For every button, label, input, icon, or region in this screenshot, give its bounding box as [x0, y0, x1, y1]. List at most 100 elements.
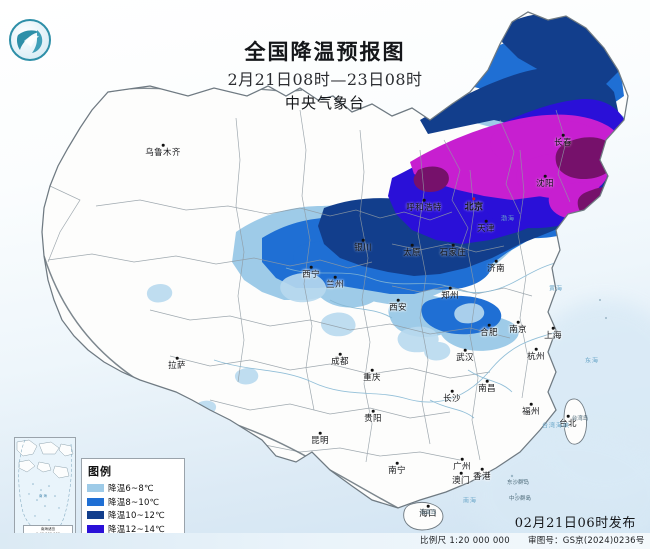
island-label-taiwan-island: 台湾岛 [571, 416, 589, 422]
legend-item: 降温8~10℃ [87, 496, 179, 508]
city-label-hefei: 合肥 [480, 328, 498, 338]
city-label-shijiazhuang: 石家庄 [439, 248, 467, 258]
city-marker-wuhan [463, 348, 467, 352]
legend-item: 降温12~14℃ [87, 523, 179, 535]
south-china-sea-inset: 南 海 南海诸岛 1:40 000 000 [14, 437, 76, 541]
city-label-taiyuan: 太原 [403, 248, 421, 258]
city-marker-chongqing [370, 368, 374, 372]
city-marker-shijiazhuang [451, 243, 455, 247]
city-marker-nanchang [485, 379, 489, 383]
city-label-tianjin: 天津 [477, 224, 495, 234]
city-marker-macau [459, 471, 463, 475]
city-label-hongkong: 香港 [473, 472, 491, 482]
city-marker-shanghai [551, 326, 555, 330]
city-label-xian: 西安 [389, 303, 407, 313]
city-marker-shenyang [543, 174, 547, 178]
city-label-chengdu: 成都 [331, 357, 349, 367]
city-label-hangzhou: 杭州 [527, 352, 545, 362]
island-label-hainan-island: 海南岛 [419, 510, 437, 516]
city-label-chongqing: 重庆 [363, 373, 381, 383]
city-marker-lanzhou [333, 275, 337, 279]
legend-swatch [87, 511, 104, 519]
city-marker-yinchuan [361, 238, 365, 242]
sea-label-bohai-sea: 渤海 [500, 215, 516, 223]
city-marker-nanning [395, 461, 399, 465]
city-label-beijing: 北京 [464, 202, 484, 213]
approval-number: 审图号：GS京(2024)0236号 [528, 536, 645, 546]
city-marker-guangzhou [460, 457, 464, 461]
city-marker-fuzhou [529, 402, 533, 406]
issue-time: 02月21日06时发布 [514, 516, 636, 531]
sea-label-south-china-sea: 南海 [462, 497, 478, 505]
city-label-nanjing: 南京 [509, 325, 527, 335]
legend-label: 降温10~12℃ [108, 511, 165, 521]
city-marker-hohhot [422, 198, 426, 202]
sea-label-taiwan-strait: 台湾海峡 [541, 422, 571, 430]
legend-item: 降温10~12℃ [87, 509, 179, 521]
city-marker-chengdu [338, 352, 342, 356]
inset-scale-title: 南海诸岛 [40, 527, 56, 532]
city-label-xining: 西宁 [302, 270, 320, 280]
city-label-guangzhou: 广州 [453, 462, 471, 472]
city-marker-kunming [318, 431, 322, 435]
map-scale: 比例尺 1:20 000 000 [420, 536, 510, 546]
city-label-lhasa: 拉萨 [168, 361, 186, 371]
city-label-fuzhou: 福州 [522, 407, 540, 417]
inset-sea-label: 南 海 [39, 494, 47, 498]
legend-title: 图例 [88, 465, 112, 478]
legend-swatch [87, 484, 104, 492]
city-marker-taipei [566, 414, 570, 418]
city-marker-changsha [450, 389, 454, 393]
city-label-haikou: 海口 [419, 509, 437, 519]
city-label-jinan: 济南 [487, 264, 505, 274]
city-marker-tianjin [484, 219, 488, 223]
city-marker-hangzhou [534, 347, 538, 351]
city-label-shanghai: 上海 [544, 331, 562, 341]
sea-label-yellow-sea: 黄海 [548, 285, 564, 293]
legend-label: 降温8~10℃ [108, 497, 160, 508]
city-marker-nanjing [516, 320, 520, 324]
city-label-changsha: 长沙 [443, 394, 461, 404]
city-marker-guiyang [371, 409, 375, 413]
city-marker-urumqi [161, 143, 165, 147]
city-marker-beijing [472, 197, 476, 201]
city-marker-jinan [494, 259, 498, 263]
legend-item: 降温6~8℃ [87, 482, 179, 494]
city-label-nanning: 南宁 [388, 466, 406, 476]
city-marker-lhasa [175, 356, 179, 360]
city-label-lanzhou: 兰州 [326, 280, 344, 290]
island-label-zhongsha-islands: 中沙群岛 [508, 496, 532, 502]
city-label-urumqi: 乌鲁木齐 [145, 148, 181, 158]
city-label-wuhan: 武汉 [456, 353, 474, 363]
legend-label: 降温12~14℃ [108, 524, 165, 535]
city-label-changchun: 长春 [554, 138, 572, 148]
city-label-taipei: 台北 [559, 419, 577, 429]
city-label-yinchuan: 银川 [354, 243, 372, 253]
sea-label-east-china-sea: 东海 [584, 357, 600, 365]
forecast-period: 2月21日08时—23日08时 [227, 70, 423, 89]
city-label-shenyang: 沈阳 [536, 179, 554, 189]
legend-swatch [87, 524, 104, 533]
cma-logo [9, 19, 51, 61]
city-marker-zhengzhou [448, 286, 452, 290]
city-marker-xian [396, 298, 400, 302]
island-label-dongsha-islands: 东沙群岛 [506, 480, 530, 486]
city-label-hohhot: 呼和浩特 [406, 203, 442, 213]
legend-label: 降温6~8℃ [108, 484, 154, 494]
city-label-macau: 澳门 [452, 476, 470, 486]
city-label-nanchang: 南昌 [478, 384, 496, 394]
issuing-agency: 中央气象台 [284, 94, 365, 112]
city-marker-xining [309, 265, 313, 269]
city-marker-hongkong [480, 467, 484, 471]
city-marker-taiyuan [410, 243, 414, 247]
page-title: 全国降温预报图 [244, 39, 406, 64]
footer-bar [0, 533, 650, 549]
city-marker-hefei [487, 323, 491, 327]
city-marker-haikou [426, 504, 430, 508]
city-label-kunming: 昆明 [311, 436, 329, 446]
city-label-guiyang: 贵阳 [364, 414, 382, 424]
city-label-zhengzhou: 郑州 [441, 291, 459, 301]
city-marker-changchun [561, 133, 565, 137]
